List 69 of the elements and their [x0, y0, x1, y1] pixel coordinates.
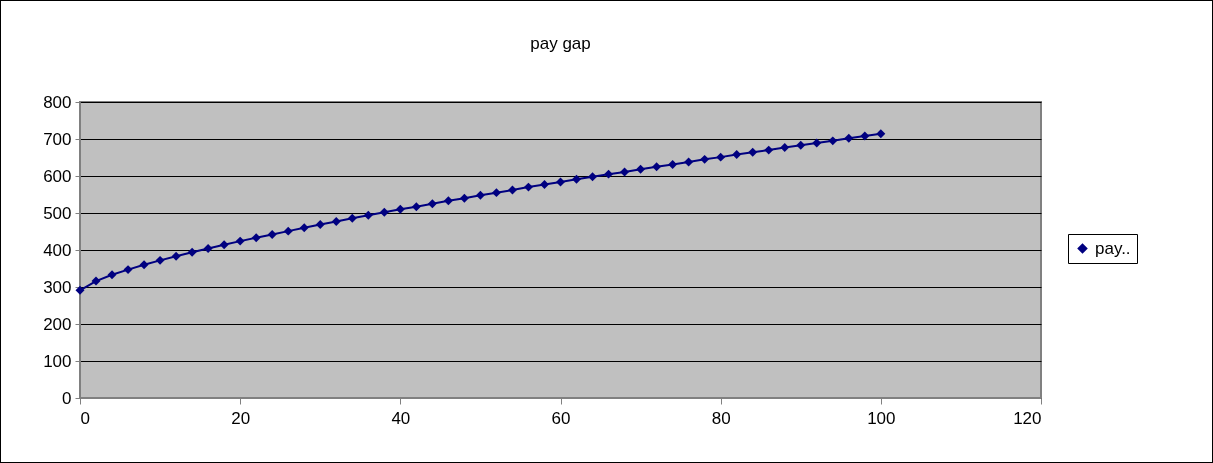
point	[764, 145, 774, 155]
x-tick-label: 60	[551, 408, 571, 428]
point	[876, 129, 886, 139]
point	[379, 207, 389, 217]
point	[267, 229, 277, 239]
point	[523, 182, 533, 192]
point	[668, 160, 678, 169]
x-tick-label: 40	[391, 408, 411, 428]
x-tick-label: 100	[867, 408, 896, 428]
y-tick-label: 400	[43, 240, 72, 260]
point	[155, 255, 165, 265]
point	[844, 133, 854, 143]
y-tick-label: 800	[43, 92, 72, 112]
y-tick-label: 700	[43, 129, 72, 149]
point	[395, 204, 405, 214]
point	[780, 143, 790, 152]
y-tick-label: 0	[62, 388, 72, 408]
point	[588, 172, 598, 182]
point	[347, 213, 357, 223]
x-tick-label: 0	[80, 408, 90, 428]
point	[748, 147, 758, 157]
y-tick-label: 100	[43, 351, 72, 371]
point	[620, 167, 630, 177]
point	[507, 185, 517, 195]
point	[75, 285, 85, 295]
y-tick-label: 300	[43, 277, 72, 297]
point	[171, 251, 181, 261]
point	[556, 177, 565, 187]
point	[139, 260, 149, 270]
x-tick-label: 20	[231, 408, 251, 428]
point	[123, 265, 133, 275]
point	[331, 217, 341, 226]
point	[363, 210, 373, 220]
x-tick-label: 80	[711, 408, 731, 428]
point	[187, 247, 197, 257]
point	[636, 164, 646, 174]
point	[235, 236, 245, 246]
point	[459, 193, 469, 203]
point	[283, 226, 293, 236]
point	[315, 220, 325, 229]
point	[572, 174, 581, 184]
point	[604, 169, 614, 179]
point	[812, 138, 822, 148]
point	[540, 180, 549, 189]
point	[732, 150, 742, 160]
point	[860, 131, 870, 141]
y-tick-label: 200	[43, 314, 72, 334]
point	[251, 233, 261, 243]
point	[796, 140, 806, 150]
point	[91, 276, 101, 286]
x-tick-label: 120	[1013, 408, 1042, 428]
point	[475, 190, 485, 200]
y-tick-label: 600	[43, 166, 72, 186]
point	[716, 152, 726, 162]
point	[828, 136, 838, 146]
point	[652, 162, 662, 172]
point	[219, 240, 229, 250]
point	[700, 154, 710, 164]
point	[443, 196, 453, 206]
chart-title: pay gap	[530, 34, 591, 53]
point	[411, 202, 421, 212]
point	[427, 199, 437, 209]
point	[107, 270, 117, 280]
point	[491, 188, 501, 198]
legend-label: pay..	[1095, 238, 1131, 258]
point	[684, 157, 694, 167]
point	[203, 244, 213, 253]
point	[299, 223, 309, 233]
y-tick-label: 500	[43, 203, 72, 223]
